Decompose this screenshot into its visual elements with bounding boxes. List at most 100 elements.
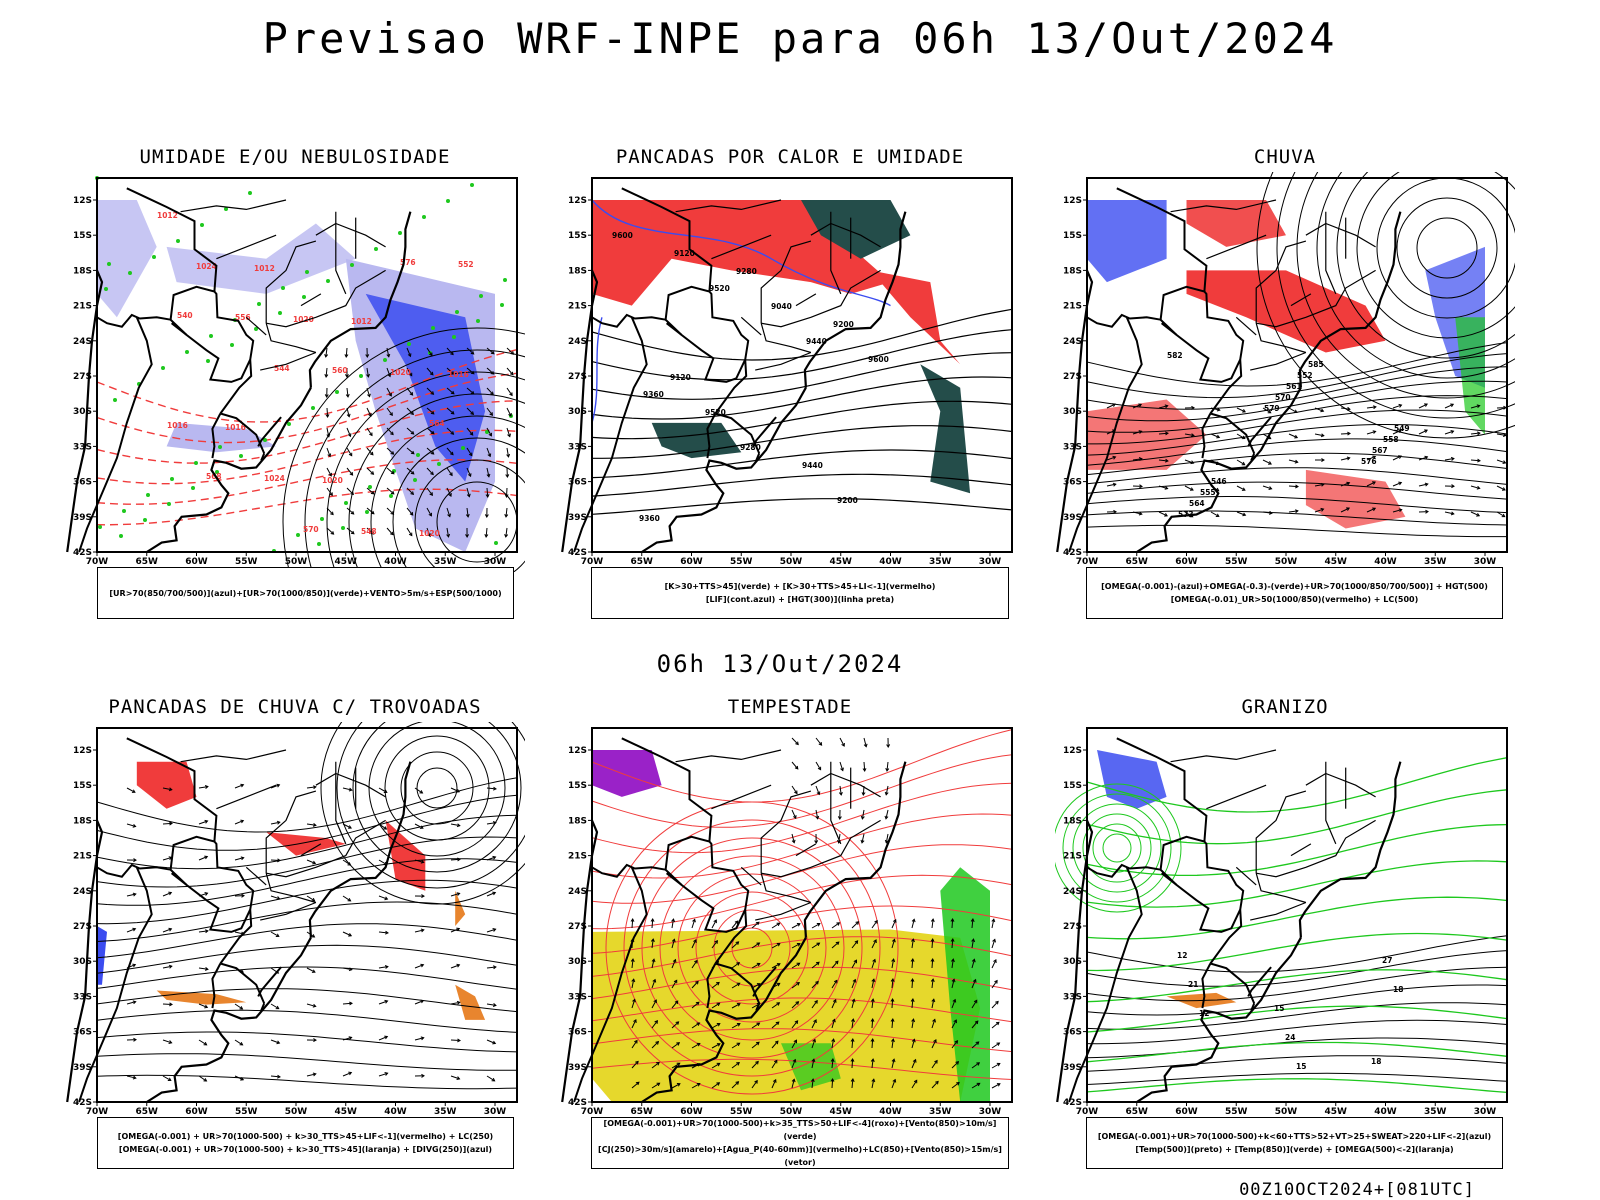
country-border: [591, 863, 666, 878]
wind-vector: [386, 467, 395, 475]
lon-tick-label: 55W: [730, 1107, 753, 1117]
state-border: [761, 269, 881, 328]
flow-arrow: [1340, 457, 1350, 461]
flow-arrow: [1424, 482, 1429, 487]
flow-arrow: [492, 821, 497, 825]
flow-arrow: [1236, 433, 1246, 439]
wind-vector: [860, 815, 865, 820]
temp500-contour: [1086, 1072, 1508, 1085]
wind-vector: [911, 919, 915, 929]
wind-vector: [811, 1079, 814, 1089]
state-border: [755, 351, 812, 371]
wind-vector: [468, 452, 473, 457]
wind-vector: [871, 1059, 874, 1069]
wind-vector: [735, 1081, 740, 1085]
flow-arrow: [1138, 403, 1143, 408]
country-border: [1068, 316, 1143, 553]
flow-arrow: [270, 821, 280, 825]
wind-vector: [840, 767, 844, 772]
lat-tick-label: 36S: [568, 1028, 587, 1038]
humidity-green-dot: [398, 231, 402, 235]
wind-vector: [991, 1001, 999, 1009]
wind-vector: [346, 467, 354, 476]
wind-vector: [655, 1040, 660, 1045]
state-border: [1290, 293, 1312, 307]
flow-arrow: [1470, 485, 1480, 489]
wind-vector: [446, 487, 452, 497]
wind-vector: [410, 411, 414, 416]
country-border: [706, 413, 717, 459]
wind-vector: [632, 998, 636, 1003]
state-border: [711, 784, 772, 810]
humidity-green-dot: [191, 486, 195, 490]
country-border: [1159, 285, 1245, 383]
lon-tick-label: 35W: [434, 557, 457, 567]
flow-arrow: [450, 928, 460, 933]
flow-arrow: [276, 1074, 281, 1079]
flow-arrow: [1476, 404, 1481, 409]
temp500-contour: [1086, 950, 1508, 987]
lat-tick-label: 18S: [568, 816, 587, 826]
temp850-contour: [1086, 1041, 1508, 1063]
country-border: [169, 835, 255, 933]
lat-tick-label: 24S: [568, 337, 587, 347]
temp850-contour: [1086, 757, 1508, 813]
flow-arrow: [1138, 457, 1143, 461]
hgt500-contour: [1086, 510, 1508, 526]
wind-vector: [390, 451, 395, 455]
temp500-contour: [1086, 984, 1508, 1016]
flow-arrow: [240, 856, 245, 861]
wind-vector: [430, 430, 435, 435]
contour-label: 24: [1285, 1033, 1295, 1042]
wind-vector: [776, 943, 781, 947]
wind-vector: [506, 347, 514, 355]
wind-vector: [486, 427, 492, 437]
humidity-green-dot: [494, 541, 498, 545]
pressure-contour: [282, 327, 525, 572]
wind-vector: [862, 768, 867, 772]
contour-label: 579: [1264, 404, 1280, 413]
wind-vector: [366, 507, 375, 515]
lat-tick-label: 24S: [1063, 337, 1082, 347]
wind-vector: [931, 999, 935, 1009]
lif-contour: [591, 317, 603, 424]
wind-vector: [345, 347, 348, 358]
wind-vector: [366, 407, 372, 417]
wind-vector: [835, 941, 840, 946]
lon-tick-label: 40W: [1374, 1107, 1397, 1117]
country-border: [170, 872, 188, 886]
lon-tick-label: 45W: [830, 1107, 853, 1117]
flow-arrow: [456, 1076, 461, 1080]
lc850-contour: [659, 855, 845, 1041]
flow-arrow: [1242, 409, 1246, 413]
wind-vector: [467, 473, 472, 478]
flow-arrow: [1164, 513, 1168, 517]
storm-red-area: [266, 832, 346, 856]
wind-vector: [751, 942, 760, 949]
wind-vector: [870, 1058, 875, 1063]
wind-vector: [891, 1079, 896, 1089]
wind-vector: [486, 347, 495, 355]
wind-vector: [811, 1059, 815, 1069]
panel-umidade: UMIDADE E/OU NEBULOSIDADE 1012 1012 1012 10…: [65, 146, 525, 636]
flow-arrow: [1132, 430, 1142, 435]
wind-vector: [834, 960, 839, 965]
flow-arrow: [1450, 511, 1455, 516]
wind-vector: [831, 1038, 836, 1043]
wind-vector: [470, 411, 475, 415]
flow-arrow: [414, 823, 424, 829]
wind-vector: [831, 999, 837, 1009]
contour-label: 552: [458, 260, 474, 269]
temp850-contour: [1055, 783, 1182, 913]
wind-vector: [426, 527, 431, 537]
wind-vector: [466, 467, 472, 477]
flow-arrow: [131, 789, 136, 793]
wind-vector: [911, 1019, 914, 1029]
flow-arrow: [133, 858, 137, 863]
wind-vector: [736, 1023, 741, 1027]
wind-vector: [651, 999, 657, 1009]
wind-vector: [630, 918, 635, 922]
streamline: [320, 722, 525, 905]
wind-vector: [507, 433, 511, 438]
contour-label: 555: [1200, 488, 1216, 497]
